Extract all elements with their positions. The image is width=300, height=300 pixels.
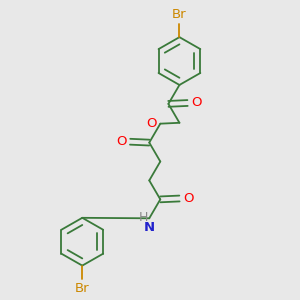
Text: O: O (146, 117, 157, 130)
Text: O: O (183, 192, 194, 205)
Text: Br: Br (75, 282, 90, 295)
Text: Br: Br (172, 8, 187, 21)
Text: O: O (116, 135, 126, 148)
Text: N: N (144, 221, 155, 234)
Text: O: O (191, 97, 202, 110)
Text: H: H (138, 211, 148, 224)
